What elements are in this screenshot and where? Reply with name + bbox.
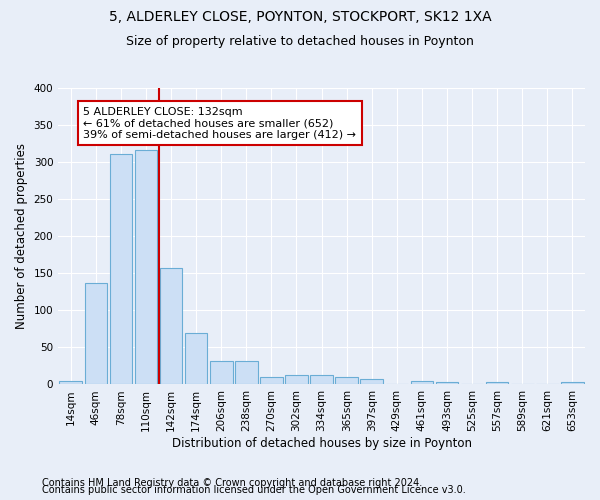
Bar: [486, 382, 508, 384]
Text: Contains public sector information licensed under the Open Government Licence v3: Contains public sector information licen…: [42, 485, 466, 495]
Bar: [59, 382, 82, 384]
Bar: [110, 154, 132, 384]
Bar: [285, 375, 308, 384]
Bar: [134, 150, 157, 384]
Text: Size of property relative to detached houses in Poynton: Size of property relative to detached ho…: [126, 35, 474, 48]
Bar: [410, 382, 433, 384]
Text: 5 ALDERLEY CLOSE: 132sqm
← 61% of detached houses are smaller (652)
39% of semi-: 5 ALDERLEY CLOSE: 132sqm ← 61% of detach…: [83, 106, 356, 140]
Bar: [361, 378, 383, 384]
Bar: [436, 382, 458, 384]
Bar: [260, 377, 283, 384]
Y-axis label: Number of detached properties: Number of detached properties: [15, 143, 28, 329]
Bar: [160, 268, 182, 384]
Bar: [210, 360, 233, 384]
Bar: [561, 382, 584, 384]
Bar: [335, 377, 358, 384]
X-axis label: Distribution of detached houses by size in Poynton: Distribution of detached houses by size …: [172, 437, 472, 450]
Text: 5, ALDERLEY CLOSE, POYNTON, STOCKPORT, SK12 1XA: 5, ALDERLEY CLOSE, POYNTON, STOCKPORT, S…: [109, 10, 491, 24]
Bar: [85, 283, 107, 384]
Bar: [235, 360, 257, 384]
Text: Contains HM Land Registry data © Crown copyright and database right 2024.: Contains HM Land Registry data © Crown c…: [42, 478, 422, 488]
Bar: [310, 375, 333, 384]
Bar: [185, 332, 208, 384]
